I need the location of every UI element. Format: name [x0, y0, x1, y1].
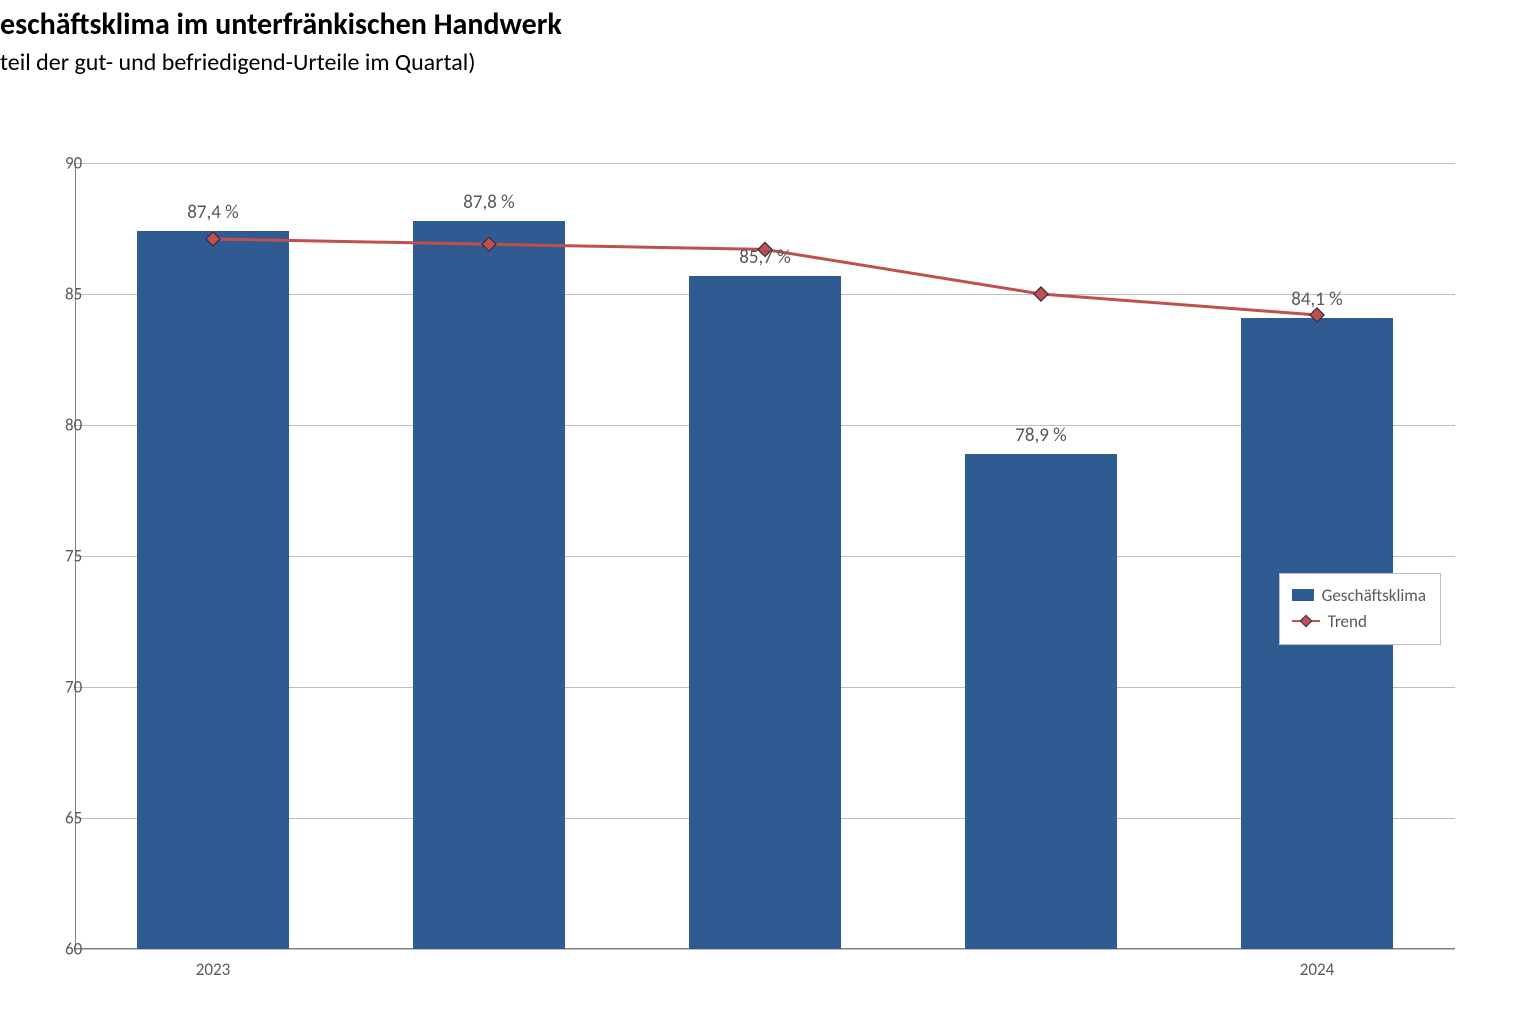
- legend-label: Trend: [1328, 611, 1367, 632]
- plot-area: [75, 163, 1455, 949]
- bar-value-label: 87,8 %: [463, 191, 515, 214]
- legend-swatch-bar: [1292, 589, 1314, 601]
- legend: Geschäftsklima Trend: [1279, 573, 1441, 645]
- gridline: [75, 949, 1455, 950]
- bar-value-label: 87,4 %: [187, 201, 239, 224]
- trend-marker: [482, 237, 496, 251]
- chart-title: eschäftsklima im unterfränkischen Handwe…: [0, 6, 562, 43]
- legend-item-line: Trend: [1292, 608, 1426, 634]
- x-tick-label: 2023: [196, 959, 230, 980]
- trend-line: [75, 163, 1455, 949]
- legend-item-bar: Geschäftsklima: [1292, 582, 1426, 608]
- bar-value-label: 78,9 %: [1015, 424, 1067, 447]
- trend-marker: [206, 232, 220, 246]
- legend-swatch-line: [1292, 615, 1320, 627]
- legend-label: Geschäftsklima: [1322, 585, 1426, 606]
- trend-marker: [1034, 287, 1048, 301]
- bar-value-label: 85,7 %: [739, 246, 791, 269]
- bar-value-label: 84,1 %: [1291, 288, 1343, 311]
- x-tick-label: 2024: [1300, 959, 1334, 980]
- chart-subtitle: teil der gut- und befriedigend-Urteile i…: [0, 48, 476, 77]
